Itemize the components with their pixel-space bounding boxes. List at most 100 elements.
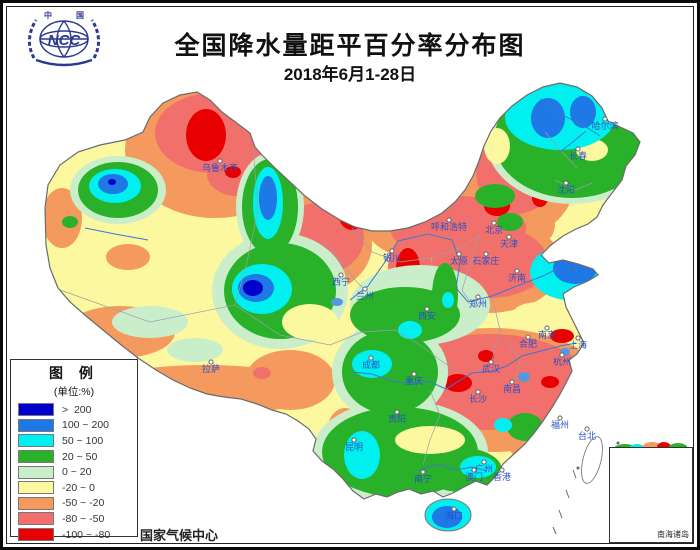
city: 北京 [485, 220, 503, 235]
city: 武汉 [482, 359, 500, 374]
city-marker [424, 306, 430, 312]
city-label: 合肥 [519, 338, 537, 349]
city-label: 长沙 [469, 393, 487, 404]
city-marker [394, 409, 400, 415]
city: 济南 [508, 268, 526, 283]
city-marker [544, 325, 550, 331]
city: 南京 [538, 325, 556, 340]
city: 昆明 [345, 437, 363, 452]
legend-swatch [18, 465, 54, 479]
legend-label: 50 ~ 100 [62, 434, 104, 447]
legend-swatch [18, 496, 54, 510]
legend-rows: > 200 100 ~ 200 50 ~ 100 20 ~ 50 0 ~ 20 -20 ~… [11, 402, 137, 542]
city: 贵阳 [388, 409, 406, 424]
city-label: 天津 [500, 239, 518, 249]
city-label: 郑州 [469, 298, 487, 309]
city: 南宁 [414, 469, 432, 484]
city: 重庆 [405, 371, 423, 386]
credit-text: 国家气候中心 [140, 528, 219, 543]
city-label: 西安 [418, 310, 436, 321]
city-marker [368, 355, 374, 361]
taiwan-island [581, 436, 603, 484]
legend-item: -80 ~ -50 [11, 511, 137, 527]
city: 香港 [493, 467, 511, 482]
china-outline [44, 82, 641, 500]
city: 澳门 [465, 467, 483, 482]
city-label: 南昌 [503, 383, 521, 394]
logo-acronym: NCC [48, 32, 82, 49]
city-label: 西宁 [332, 276, 350, 287]
city-label: 南宁 [414, 473, 432, 484]
city: 呼和浩特 [431, 217, 467, 232]
legend-box: 图 例 (单位:%) > 200 100 ~ 200 50 ~ 100 20 ~ 50… [10, 359, 138, 542]
legend-item: -20 ~ 0 [11, 480, 137, 496]
logo-char-right: 国 [76, 10, 84, 20]
city-marker [525, 334, 531, 340]
legend-unit: (单位:%) [53, 386, 95, 398]
city: 南昌 [503, 379, 521, 394]
city-marker [389, 248, 395, 254]
legend-label: 20 ~ 50 [62, 450, 98, 463]
city-label: 乌鲁木齐 [202, 162, 238, 173]
city-marker [602, 116, 608, 122]
legend-label: 0 ~ 20 [62, 466, 92, 479]
city-marker [483, 251, 489, 257]
legend-label: 100 ~ 200 [62, 419, 110, 432]
legend-label: -50 ~ -20 [62, 497, 105, 510]
city-marker [575, 335, 581, 341]
city: 台北 [578, 426, 596, 441]
city: 太原 [450, 251, 468, 266]
city: 长春 [569, 146, 587, 161]
city-marker [411, 371, 417, 377]
legend-swatch [18, 528, 54, 542]
city-marker [509, 379, 515, 385]
legend-item: 0 ~ 20 [11, 464, 137, 480]
sea-dashes [552, 267, 628, 535]
city-label: 石家庄 [472, 255, 499, 266]
legend-item: 20 ~ 50 [11, 449, 137, 465]
city-label: 济南 [508, 272, 526, 283]
city-marker [575, 146, 581, 152]
city-marker [217, 158, 223, 164]
city-label: 哈尔滨 [591, 120, 618, 131]
city-marker [338, 272, 344, 278]
city: 兰州 [356, 286, 374, 301]
city-marker [351, 437, 357, 443]
legend-label: -80 ~ -50 [62, 512, 105, 525]
city-marker [491, 220, 497, 226]
city-label: 昆明 [345, 442, 363, 452]
city: 西宁 [332, 272, 350, 287]
city-marker [584, 426, 590, 432]
city-label: 沈阳 [557, 184, 575, 195]
city: 上海 [569, 335, 587, 350]
page-subtitle: 2018年6月1-28日 [283, 65, 417, 84]
city-label: 太原 [450, 255, 468, 266]
city-marker [451, 506, 457, 512]
legend-item: -100 ~ -80 [11, 527, 137, 543]
city: 海口 [445, 506, 463, 521]
city-marker [514, 268, 520, 274]
legend-swatch [18, 403, 54, 417]
city-marker [481, 459, 487, 465]
inset-frame: 南海诸岛 [609, 447, 693, 543]
legend-item: > 200 [11, 402, 137, 418]
city-label: 武汉 [482, 363, 500, 374]
city-marker [475, 389, 481, 395]
city-label: 贵阳 [388, 413, 406, 424]
city-marker [475, 294, 481, 300]
legend-title: 图 例 [49, 365, 99, 381]
city-marker [488, 359, 494, 365]
legend-item: 100 ~ 200 [11, 418, 137, 434]
city: 广州 [475, 459, 493, 474]
city-label: 福州 [551, 419, 569, 430]
city-marker [557, 415, 563, 421]
logo-char-left: 中 [44, 10, 52, 20]
city-marker [208, 359, 214, 365]
inset-label: 南海诸岛 [657, 530, 689, 539]
city-label: 呼和浩特 [431, 221, 467, 232]
city-marker [563, 180, 569, 186]
city-label: 上海 [569, 339, 587, 350]
city-label: 杭州 [553, 356, 571, 367]
